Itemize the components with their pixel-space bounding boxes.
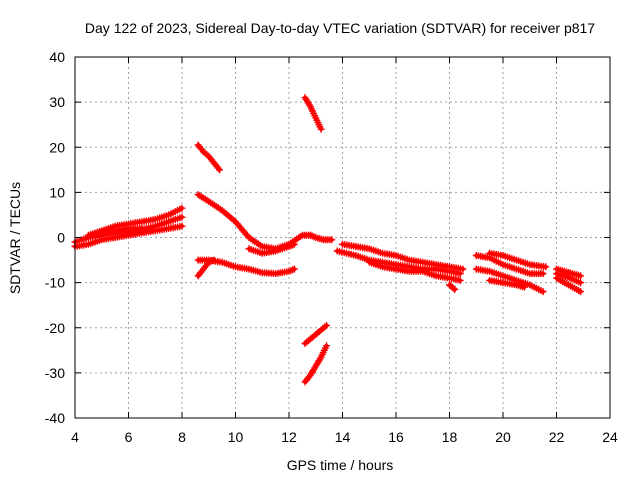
series-segment-band-14-18.5h-upper [339, 240, 467, 273]
data-point [178, 222, 186, 230]
y-tick-label: 40 [49, 49, 65, 65]
y-tick-label: -20 [45, 320, 65, 336]
data-point [323, 342, 330, 350]
series-segment-band-22-22.9h [553, 265, 585, 280]
x-tick-label: 22 [549, 429, 565, 445]
x-tick-label: 4 [71, 429, 79, 445]
series-segment-band-4-8h-lower [71, 222, 186, 250]
data-point [459, 265, 467, 273]
data-point [456, 276, 464, 284]
series-segment-arc-12.6-13.2h-high [301, 94, 325, 133]
x-tick-label: 24 [602, 429, 618, 445]
y-tick-label: 20 [49, 139, 65, 155]
series-segment-band-19.5-20.8h-short [486, 276, 528, 291]
chart-title: Day 122 of 2023, Sidereal Day-to-day VTE… [85, 20, 595, 36]
x-tick-label: 18 [442, 429, 458, 445]
x-tick-label: 6 [125, 429, 133, 445]
data-point [210, 256, 218, 264]
series-segment-band-19-21.5h-lower [472, 265, 547, 296]
series-segment-band-5-6h-mid [98, 225, 146, 237]
x-tick-label: 20 [495, 429, 511, 445]
data-point [216, 166, 223, 174]
series-segment-band-22-22.9h-lower [553, 274, 585, 296]
data-point [450, 284, 457, 292]
data-point [290, 240, 298, 248]
data-point [178, 204, 186, 212]
y-tick-label: 10 [49, 184, 65, 200]
series-segment-arc-12.6-13.4h-neg-b [301, 342, 330, 386]
series-segment-arc-8.6-9.4h-high [194, 141, 223, 174]
series-segment-band-15-18h-lower [365, 258, 464, 284]
data-point [520, 283, 528, 291]
data-point [451, 285, 459, 293]
y-axis-label: SDTVAR / TECUs [7, 182, 23, 294]
data-point [323, 322, 330, 329]
y-tick-label: -30 [45, 365, 65, 381]
data-point [328, 236, 336, 244]
data-series [71, 94, 585, 386]
axis-ticks: 4 6 8 10 12 14 16 18 20 22 24 -40 -30 -20 -10 0 10 20 30 40 [45, 49, 618, 445]
data-point [138, 225, 146, 232]
data-point [178, 213, 186, 221]
x-tick-label: 16 [388, 429, 404, 445]
x-tick-label: 10 [228, 429, 244, 445]
data-point [539, 288, 547, 296]
series-segment-band-22-22.9h-mid [553, 270, 585, 287]
series-segment-arc-12.6-13.4h-neg-a [301, 322, 330, 347]
series-segment-bump-10.5-12.2h [245, 240, 298, 257]
series-segment-band-19.5-21.6h-mid [486, 249, 550, 271]
data-point [539, 270, 547, 278]
series-segment-flat-12.8-13.6h [306, 231, 336, 244]
data-point [542, 263, 550, 271]
data-point [577, 272, 585, 280]
y-tick-label: -40 [45, 410, 65, 426]
data-point [577, 288, 585, 296]
y-tick-label: -10 [45, 275, 65, 291]
x-tick-label: 14 [335, 429, 351, 445]
y-tick-label: 0 [57, 230, 65, 246]
data-point [577, 279, 585, 287]
x-tick-label: 8 [178, 429, 186, 445]
data-point [290, 265, 298, 273]
x-axis-label: GPS time / hours [287, 457, 394, 473]
data-point [317, 125, 325, 133]
series-segment-band-19-21.5h [472, 252, 547, 278]
y-tick-label: 30 [49, 94, 65, 110]
x-tick-label: 12 [281, 429, 297, 445]
series-segment-dip-8.6-9.2h [194, 256, 218, 280]
series-segment-blip-18.1h [446, 281, 459, 293]
